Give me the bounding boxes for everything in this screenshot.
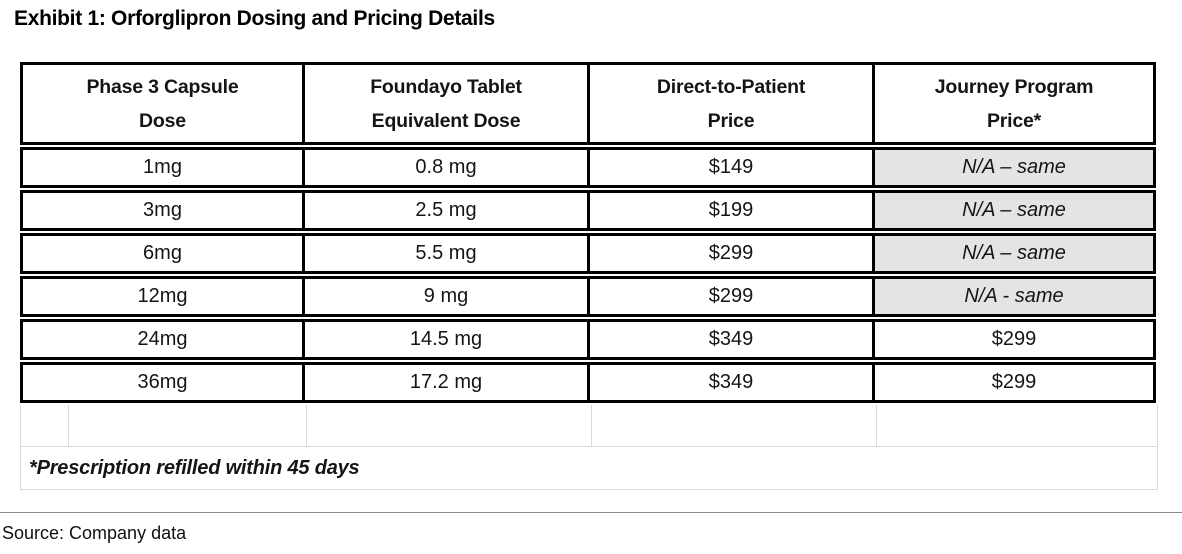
gridline [306,405,307,446]
header-line: Foundayo Tablet [370,75,522,98]
cell-dtp-price: $349 [590,365,875,400]
cell-capsule-dose: 1mg [23,150,305,185]
cell-dtp-price: $149 [590,150,875,185]
gridline [68,405,69,446]
header-line: Dose [139,109,186,132]
cell-capsule-dose: 6mg [23,236,305,271]
cell-capsule-dose: 24mg [23,322,305,357]
source-line: Source: Company data [2,523,187,543]
cell-tablet-equiv-dose: 9 mg [305,279,590,314]
header-line: Phase 3 Capsule [86,75,239,98]
cell-dtp-price: $299 [590,236,875,271]
table-row: 36mg 17.2 mg $349 $299 [20,362,1156,403]
cell-capsule-dose: 12mg [23,279,305,314]
cell-tablet-equiv-dose: 14.5 mg [305,322,590,357]
cell-dtp-price: $349 [590,322,875,357]
cell-journey-price: N/A – same [875,150,1153,185]
table-row: 12mg 9 mg $299 N/A - same [20,276,1156,317]
table-row: 24mg 14.5 mg $349 $299 [20,319,1156,360]
footnote-row: *Prescription refilled within 45 days [20,447,1158,490]
header-line: Equivalent Dose [371,109,521,132]
header-line: Direct-to-Patient [656,75,806,98]
divider-rule [0,512,1182,513]
table-row: 6mg 5.5 mg $299 N/A – same [20,233,1156,274]
header-line: Price [707,109,755,132]
exhibit-title: Exhibit 1: Orforglipron Dosing and Prici… [14,7,495,30]
cell-tablet-equiv-dose: 2.5 mg [305,193,590,228]
cell-tablet-equiv-dose: 17.2 mg [305,365,590,400]
footnote-text: *Prescription refilled within 45 days [29,456,360,479]
header-cell-journey-program-price: Journey Program Price* [875,65,1153,142]
cell-dtp-price: $299 [590,279,875,314]
cell-journey-price: $299 [991,328,1037,350]
header-cell-phase3-capsule-dose: Phase 3 Capsule Dose [23,65,305,142]
header-cell-direct-to-patient-price: Direct-to-Patient Price [590,65,875,142]
cell-journey-price: $299 [991,371,1037,393]
table-row: 1mg 0.8 mg $149 N/A – same [20,147,1156,188]
header-cell-tablet-equivalent-dose: Foundayo Tablet Equivalent Dose [305,65,590,142]
header-line: Journey Program [934,75,1094,98]
gridline [876,405,877,446]
cell-tablet-equiv-dose: 0.8 mg [305,150,590,185]
cell-capsule-dose: 3mg [23,193,305,228]
table-row: 3mg 2.5 mg $199 N/A – same [20,190,1156,231]
cell-journey-price: N/A – same [875,236,1153,271]
cell-tablet-equiv-dose: 5.5 mg [305,236,590,271]
cell-journey-price: N/A – same [875,193,1153,228]
cell-journey-price: N/A - same [875,279,1153,314]
header-line: Price* [986,109,1042,132]
cell-capsule-dose: 36mg [23,365,305,400]
gridline [591,405,592,446]
dosing-pricing-table: Phase 3 Capsule Dose Foundayo Tablet Equ… [20,62,1158,490]
table-header-row: Phase 3 Capsule Dose Foundayo Tablet Equ… [20,62,1156,145]
empty-spreadsheet-row [20,405,1158,447]
cell-dtp-price: $199 [590,193,875,228]
